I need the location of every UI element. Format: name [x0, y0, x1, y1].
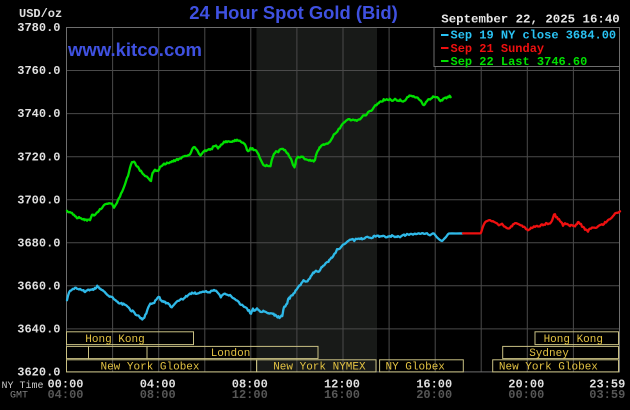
svg-text:20:00: 20:00 — [416, 388, 452, 402]
svg-text:00:00: 00:00 — [47, 377, 83, 391]
svg-text:16:00: 16:00 — [416, 377, 452, 391]
svg-text:3660.0: 3660.0 — [17, 279, 60, 293]
svg-text:NY Globex: NY Globex — [385, 362, 445, 374]
svg-text:20:00: 20:00 — [508, 377, 544, 391]
svg-text:23:59: 23:59 — [589, 377, 625, 391]
svg-text:12:00: 12:00 — [324, 377, 360, 391]
svg-text:www.kitco.com: www.kitco.com — [67, 39, 202, 60]
svg-text:September 22, 2025 16:40: September 22, 2025 16:40 — [441, 13, 619, 27]
svg-text:3740.0: 3740.0 — [17, 107, 60, 121]
svg-text:Hong Kong: Hong Kong — [85, 334, 144, 346]
svg-text:Sydney: Sydney — [529, 348, 569, 360]
svg-text:08:00: 08:00 — [232, 377, 268, 391]
svg-text:Sep 19 NY close 3684.00: Sep 19 NY close 3684.00 — [451, 28, 617, 42]
svg-text:USD/oz: USD/oz — [19, 7, 62, 21]
svg-text:3640.0: 3640.0 — [17, 323, 60, 337]
svg-text:3620.0: 3620.0 — [17, 366, 60, 380]
svg-text:3760.0: 3760.0 — [17, 64, 60, 78]
svg-text:08:00: 08:00 — [140, 388, 176, 402]
svg-text:12:00: 12:00 — [232, 388, 268, 402]
svg-text:NY Time: NY Time — [2, 380, 44, 392]
svg-text:Hong Kong: Hong Kong — [544, 334, 603, 346]
svg-text:London: London — [211, 348, 251, 360]
svg-text:Sep 22 Last 3746.60: Sep 22 Last 3746.60 — [451, 55, 588, 69]
svg-text:New York Globex: New York Globex — [100, 362, 199, 374]
svg-text:3700.0: 3700.0 — [17, 193, 60, 207]
svg-text:00:00: 00:00 — [508, 388, 544, 402]
svg-text:24 Hour Spot Gold (Bid): 24 Hour Spot Gold (Bid) — [189, 2, 397, 23]
svg-text:03:59: 03:59 — [589, 388, 625, 402]
svg-text:GMT: GMT — [10, 390, 28, 401]
svg-text:3780.0: 3780.0 — [17, 21, 60, 35]
svg-text:New York Globex: New York Globex — [499, 362, 598, 374]
svg-text:16:00: 16:00 — [324, 388, 360, 402]
svg-text:Sep 21 Sunday: Sep 21 Sunday — [451, 42, 545, 56]
svg-text:04:00: 04:00 — [140, 377, 176, 391]
svg-text:3680.0: 3680.0 — [17, 236, 60, 250]
svg-text:04:00: 04:00 — [47, 388, 83, 402]
svg-text:3720.0: 3720.0 — [17, 150, 60, 164]
svg-text:New York NYMEX: New York NYMEX — [273, 362, 366, 374]
